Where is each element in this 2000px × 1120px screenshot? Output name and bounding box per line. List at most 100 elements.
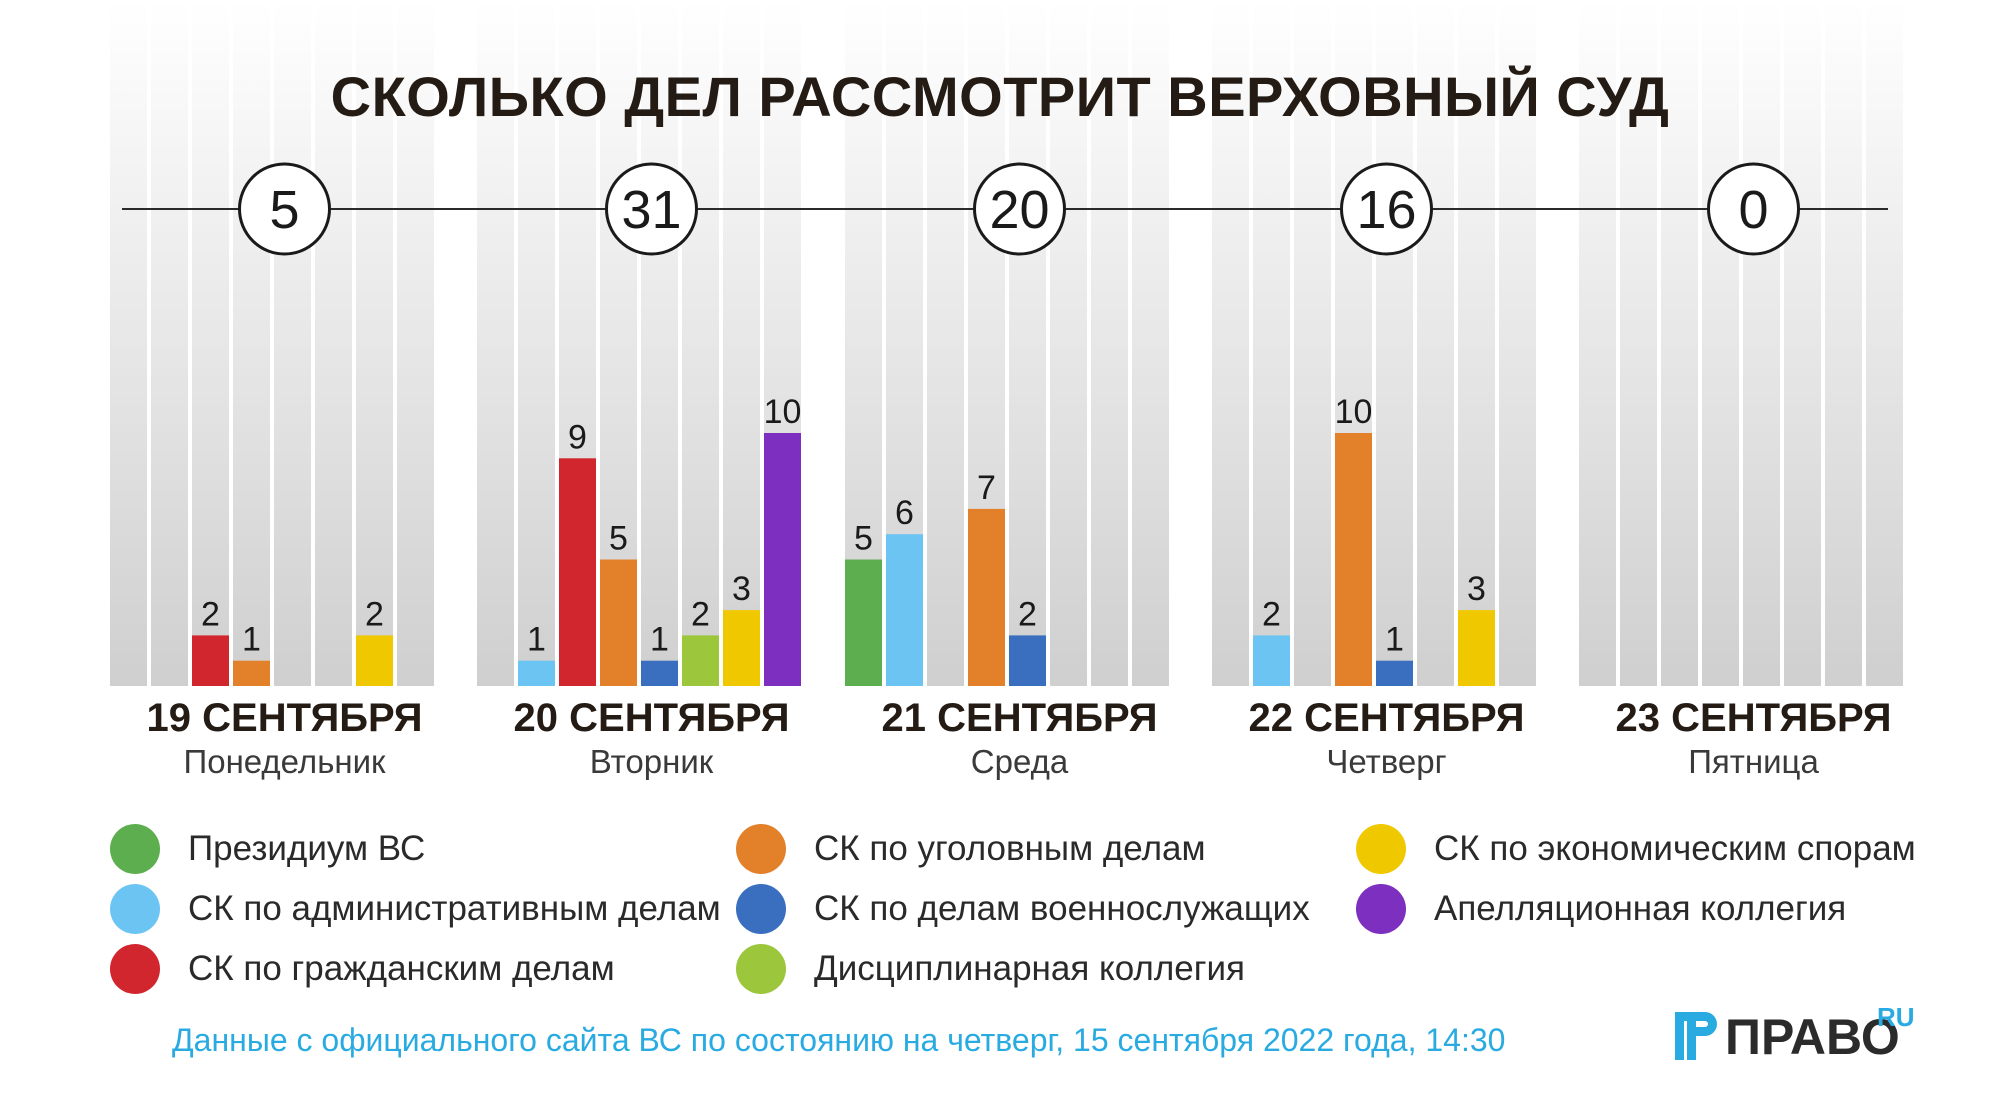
legend-item: СК по экономическим спорам <box>1356 824 1916 874</box>
bar <box>1376 660 1413 686</box>
bar-value-label: 1 <box>1385 621 1404 659</box>
panel-stripe <box>1620 0 1657 686</box>
weekday-label: Четверг <box>1326 743 1446 780</box>
weekday-label: Вторник <box>590 743 714 780</box>
bar <box>518 660 555 686</box>
bar-value-label: 1 <box>527 621 546 659</box>
total-circle <box>973 162 1066 256</box>
legend-item: СК по делам военнослужащих <box>736 884 1310 934</box>
bar <box>1458 610 1495 686</box>
legend-item: СК по административным делам <box>110 884 721 934</box>
logo-text: ПРАВО <box>1725 1009 1900 1065</box>
panel-stripe <box>1661 0 1698 686</box>
panel-stripe <box>1009 0 1046 686</box>
legend-item: Апелляционная коллегия <box>1356 884 1846 934</box>
total-count: 0 <box>1738 180 1768 240</box>
panel-stripe <box>1579 0 1616 686</box>
weekday-label: Среда <box>971 743 1069 780</box>
bar-value-label: 1 <box>242 621 261 659</box>
bar <box>559 458 596 686</box>
panel-stripe <box>682 0 719 686</box>
bar-value-label: 2 <box>365 595 384 633</box>
legend-label: СК по административным делам <box>188 889 721 928</box>
total-count: 16 <box>1356 180 1416 240</box>
panel-stripe <box>1743 0 1780 686</box>
source-note: Данные с официального сайта ВС по состоя… <box>172 1022 1506 1058</box>
total-count: 5 <box>269 180 299 240</box>
panel-stripe <box>1132 0 1169 686</box>
total-count: 31 <box>621 180 681 240</box>
panel-stripe <box>1294 0 1331 686</box>
bar <box>968 508 1005 686</box>
bar <box>600 559 637 686</box>
pravo-logo-icon <box>1675 1012 1717 1060</box>
legend-swatch-icon <box>736 884 786 934</box>
bar-value-label: 6 <box>895 494 914 532</box>
legend-swatch-icon <box>1356 824 1406 874</box>
legend-label: Президиум ВС <box>188 829 426 868</box>
bar <box>356 635 393 686</box>
bar <box>723 610 760 686</box>
bar-value-label: 3 <box>1467 570 1486 608</box>
date-label: 20 СЕНТЯБРЯ <box>514 696 790 740</box>
panel-stripe <box>641 0 678 686</box>
legend-item: СК по гражданским делам <box>110 944 615 994</box>
bar-value-label: 5 <box>609 520 628 558</box>
legend-swatch-icon <box>110 944 160 994</box>
legend-item: Дисциплинарная коллегия <box>736 944 1245 994</box>
legend-item: Президиум ВС <box>110 824 425 874</box>
bar-value-label: 10 <box>1335 393 1373 431</box>
bar-value-label: 7 <box>977 469 996 507</box>
bar <box>764 433 801 686</box>
legend-label: СК по уголовным делам <box>814 829 1206 868</box>
bar <box>1009 635 1046 686</box>
legend-swatch-icon <box>736 824 786 874</box>
legend-label: Дисциплинарная коллегия <box>814 949 1245 988</box>
total-count: 20 <box>989 180 1049 240</box>
panel-stripe <box>1050 0 1087 686</box>
legend-label: СК по делам военнослужащих <box>814 889 1310 928</box>
date-label: 22 СЕНТЯБРЯ <box>1249 696 1525 740</box>
bar-value-label: 3 <box>732 570 751 608</box>
weekday-label: Понедельник <box>184 743 387 780</box>
panel-stripe <box>1212 0 1249 686</box>
panel-stripe <box>1784 0 1821 686</box>
panel-stripe <box>1866 0 1903 686</box>
panel-stripe <box>315 0 352 686</box>
bar-value-label: 1 <box>650 621 669 659</box>
panel-stripe <box>1458 0 1495 686</box>
bar <box>682 635 719 686</box>
total-circle <box>238 162 331 256</box>
panel-stripe <box>151 0 188 686</box>
date-label: 21 СЕНТЯБРЯ <box>882 696 1158 740</box>
date-label: 19 СЕНТЯБРЯ <box>147 696 423 740</box>
panel-stripe <box>1825 0 1862 686</box>
legend-swatch-icon <box>736 944 786 994</box>
panel-stripe <box>192 0 229 686</box>
panel-stripe <box>518 0 555 686</box>
legend-label: СК по экономическим спорам <box>1434 829 1916 868</box>
panel-stripe <box>1091 0 1128 686</box>
legend-swatch-icon <box>110 824 160 874</box>
bar <box>886 534 923 686</box>
legend-swatch-icon <box>1356 884 1406 934</box>
weekday-label: Пятница <box>1688 743 1819 780</box>
date-label: 23 СЕНТЯБРЯ <box>1616 696 1892 740</box>
panel-stripe <box>723 0 760 686</box>
bar-value-label: 2 <box>691 595 710 633</box>
bar-value-label: 9 <box>568 418 587 456</box>
pravo-ru-logo: ПРАВО RU <box>1675 1002 1915 1072</box>
panel-stripe <box>1417 0 1454 686</box>
bar <box>1335 433 1372 686</box>
logo-suffix: RU <box>1877 1002 1915 1032</box>
panel-stripe <box>356 0 393 686</box>
chart-title: СКОЛЬКО ДЕЛ РАССМОТРИТ ВЕРХОВНЫЙ СУД <box>330 65 1670 128</box>
panel-stripe <box>397 0 434 686</box>
panel-stripe <box>1376 0 1413 686</box>
bar-value-label: 2 <box>201 595 220 633</box>
bar-value-label: 2 <box>1018 595 1037 633</box>
panel-stripe <box>927 0 964 686</box>
legend-label: Апелляционная коллегия <box>1434 889 1847 928</box>
panel-stripe <box>1253 0 1290 686</box>
